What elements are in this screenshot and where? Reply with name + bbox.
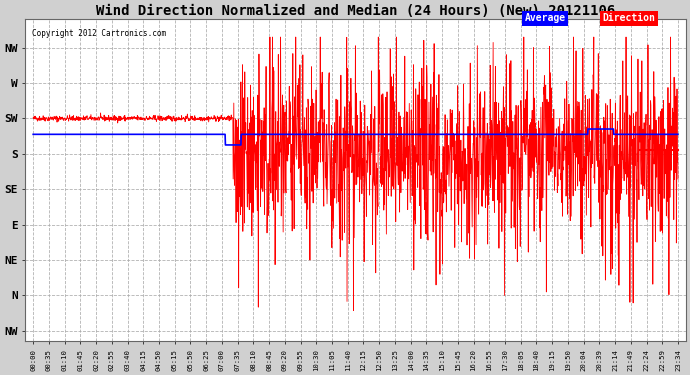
Text: Direction: Direction <box>602 13 656 23</box>
Title: Wind Direction Normalized and Median (24 Hours) (New) 20121106: Wind Direction Normalized and Median (24… <box>96 4 615 18</box>
Text: Copyright 2012 Cartronics.com: Copyright 2012 Cartronics.com <box>32 29 166 38</box>
Text: Average: Average <box>524 13 566 23</box>
